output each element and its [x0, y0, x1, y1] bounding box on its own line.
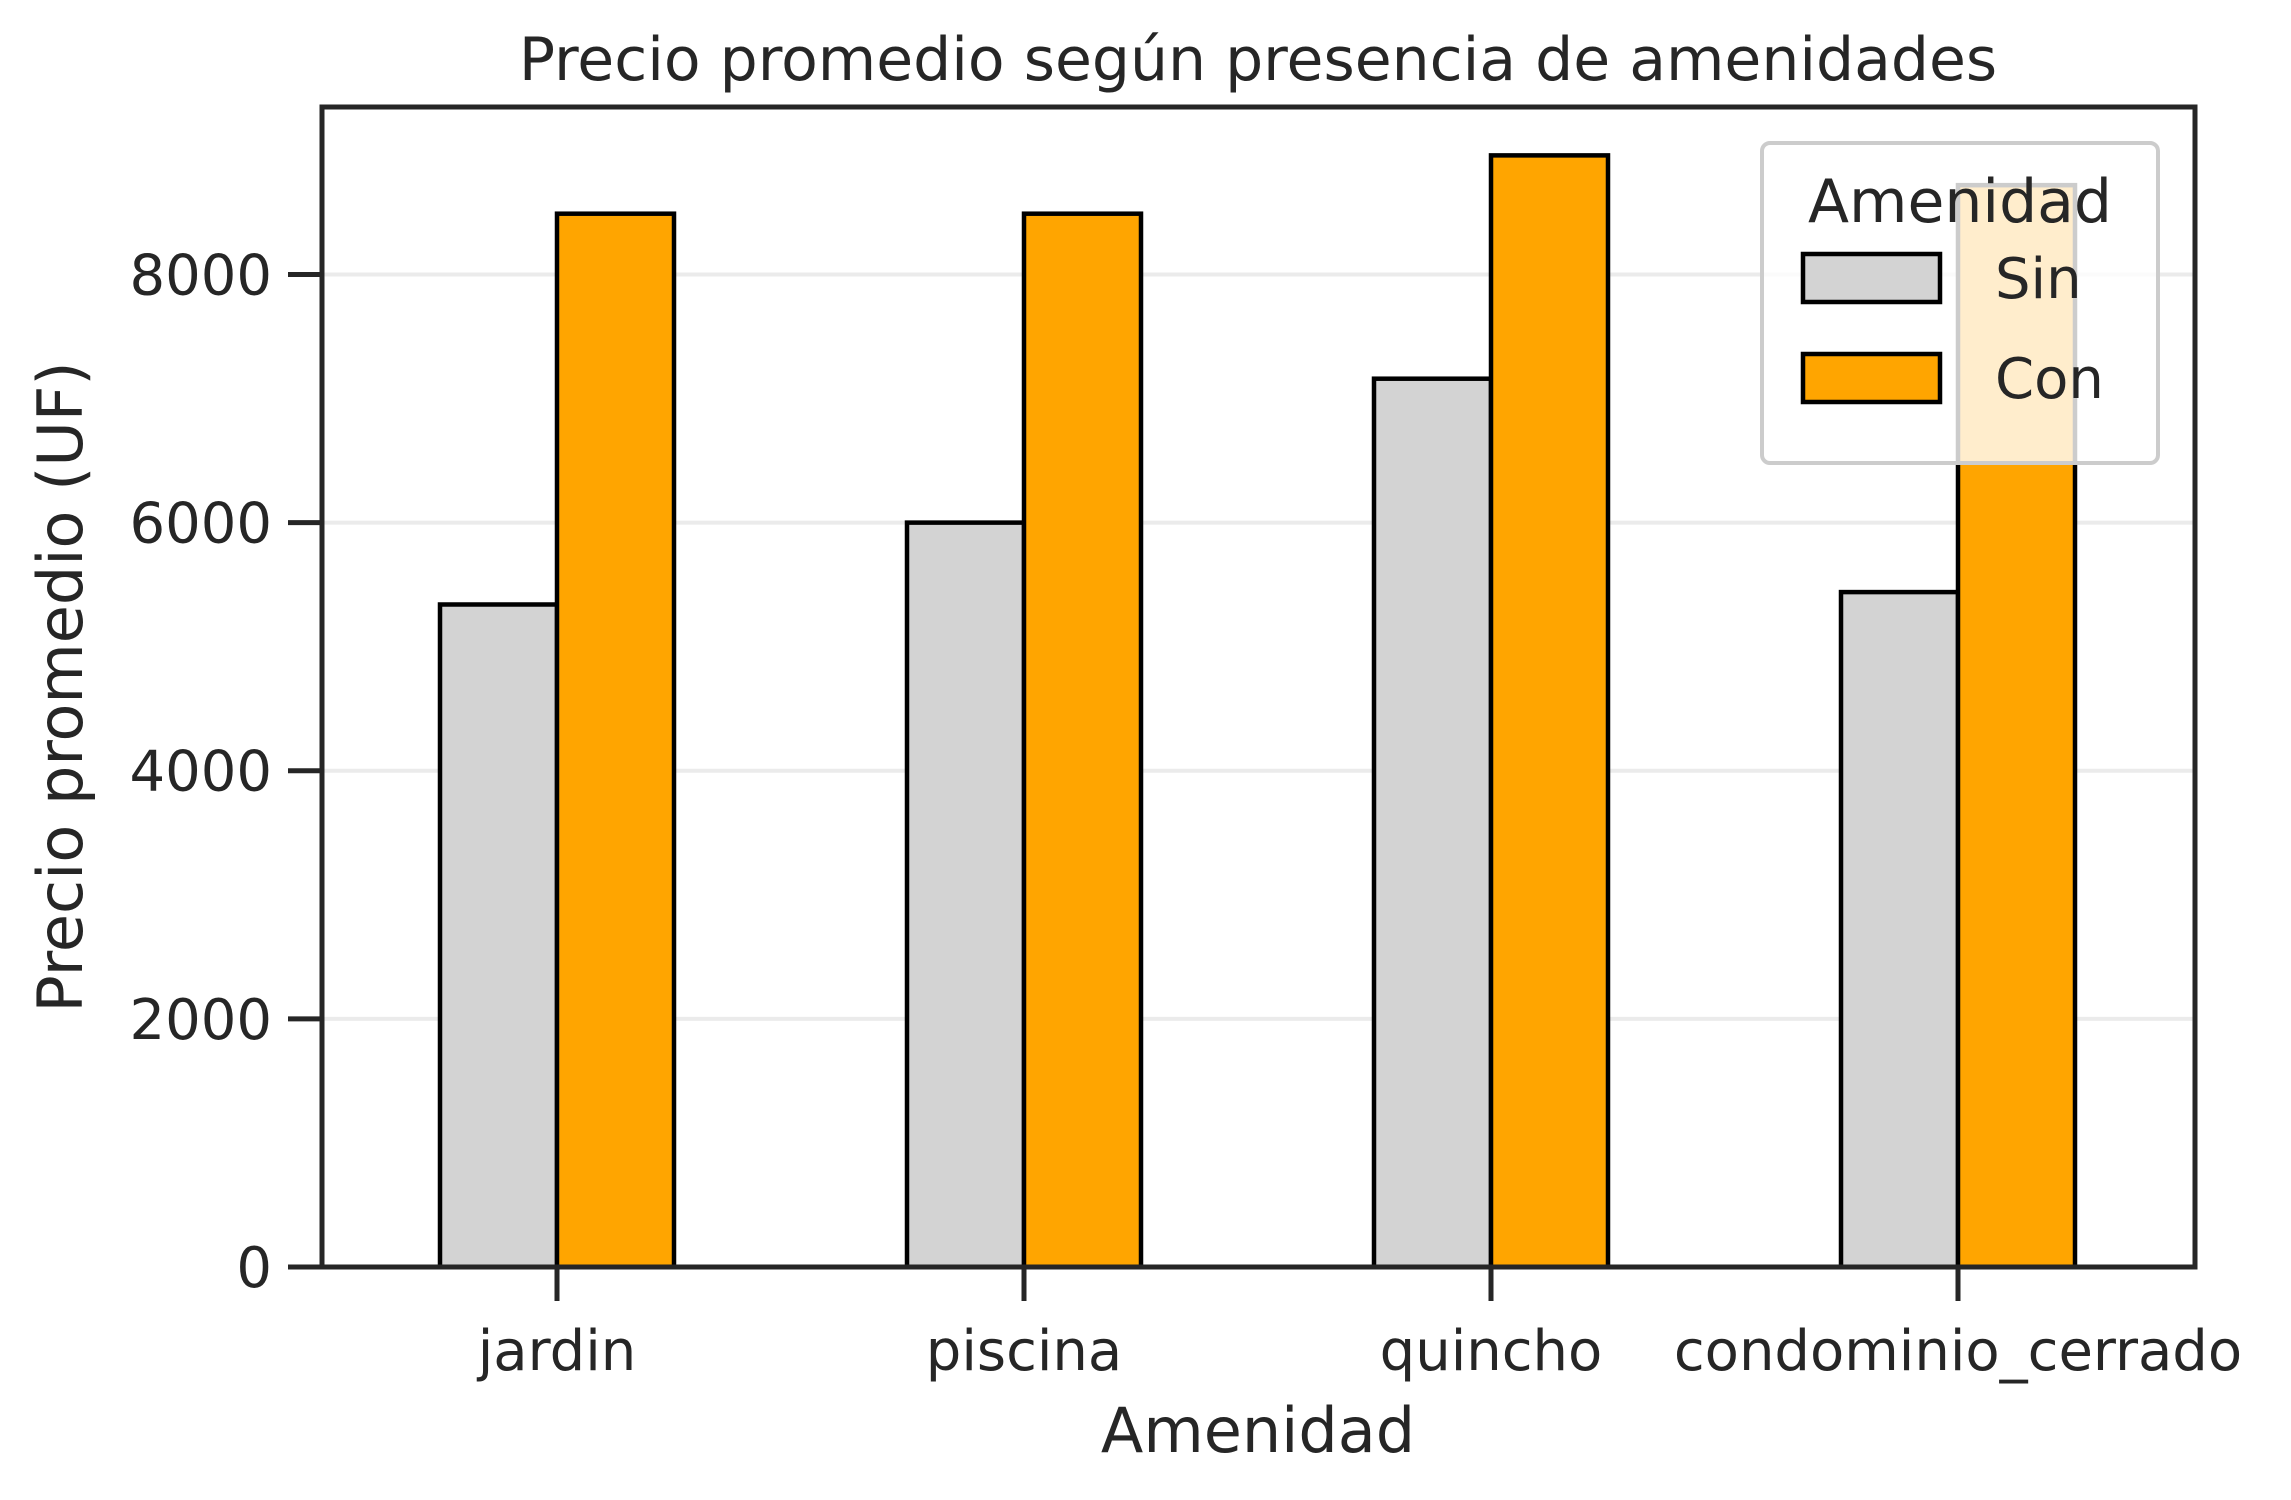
plot-frame: [319, 104, 2198, 1270]
x-axis-label: Amenidad: [1101, 1394, 1415, 1467]
bar-sin-piscina: [904, 520, 1027, 1270]
y-axis-label: Precio promedio (UF): [24, 361, 97, 1012]
bar-sin-condominio_cerrado: [1838, 589, 1961, 1270]
y-tick-label: 2000: [129, 988, 272, 1053]
chart-title: Precio promedio según presencia de ameni…: [519, 25, 1997, 95]
legend-swatch-sin: [1800, 251, 1943, 305]
legend-items: Sin Con: [1800, 247, 2104, 412]
x-axis: jardin piscina quincho condominio_cerrado: [476, 1267, 2242, 1384]
legend: Amenidad Sin Con: [1760, 141, 2160, 465]
y-tick-label: 4000: [129, 740, 272, 805]
bar-con-piscina: [1021, 211, 1144, 1270]
legend-label-sin: Sin: [1995, 247, 2082, 312]
y-tick-label: 8000: [129, 243, 272, 308]
y-axis: 0 2000 4000 6000 8000: [129, 243, 322, 1301]
bar-con-jardin: [554, 211, 677, 1270]
bars: [437, 153, 2078, 1270]
x-tick-label: jardin: [476, 1319, 637, 1384]
y-tick-label: 0: [236, 1236, 272, 1301]
x-tick-label: condominio_cerrado: [1674, 1319, 2242, 1384]
x-tick-label: quincho: [1380, 1319, 1603, 1384]
bar-con-quincho: [1488, 153, 1611, 1270]
bar-sin-jardin: [437, 602, 560, 1270]
legend-swatch-con: [1800, 351, 1943, 405]
bar-sin-quincho: [1371, 376, 1494, 1270]
legend-label-con: Con: [1995, 347, 2104, 412]
y-tick-label: 6000: [129, 492, 272, 557]
legend-title: Amenidad: [1808, 167, 2112, 237]
x-tick-label: piscina: [926, 1319, 1122, 1384]
